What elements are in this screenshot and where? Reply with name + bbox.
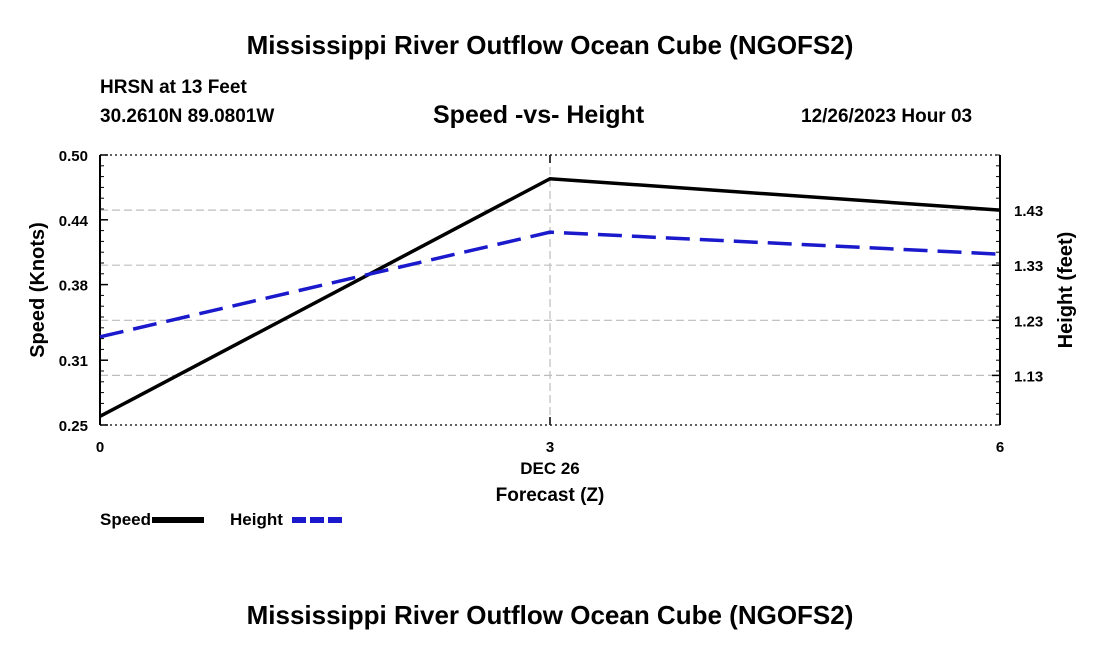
bottom-title: Mississippi River Outflow Ocean Cube (NG… [246,600,854,630]
x-tick-label: 6 [996,439,1004,456]
forecast-datetime: 12/26/2023 Hour 03 [801,106,973,127]
left-tick-label: 0.38 [59,278,88,295]
series-height-line [99,230,1001,339]
station-coords: 30.2610N 89.0801W [100,106,275,127]
right-tick-label: 1.13 [1014,368,1043,385]
left-tick-label: 0.31 [59,353,88,370]
right-tick-label: 1.23 [1014,313,1043,330]
series-speed-line [99,176,1001,418]
station-label: HRSN at 13 Feet [100,77,247,98]
x-tick-label: 3 [546,439,554,456]
top-title: Mississippi River Outflow Ocean Cube (NG… [246,30,854,60]
chart-title: Speed -vs- Height [433,101,645,129]
legend-label-height: Height [230,510,283,529]
right-tick-label: 1.43 [1014,203,1043,220]
x-axis-label: Forecast (Z) [496,485,605,506]
x-date-label: DEC 26 [520,459,580,478]
y-axis-label-right: Height (feet) [1055,232,1077,349]
right-tick-label: 1.33 [1014,258,1043,275]
left-tick-label: 0.44 [59,213,89,230]
left-tick-label: 0.25 [59,418,88,435]
x-tick-label: 0 [96,439,104,456]
legend-label-speed: Speed [100,510,151,529]
left-tick-label: 0.50 [59,148,88,165]
y-axis-label-left: Speed (Knots) [27,222,49,358]
